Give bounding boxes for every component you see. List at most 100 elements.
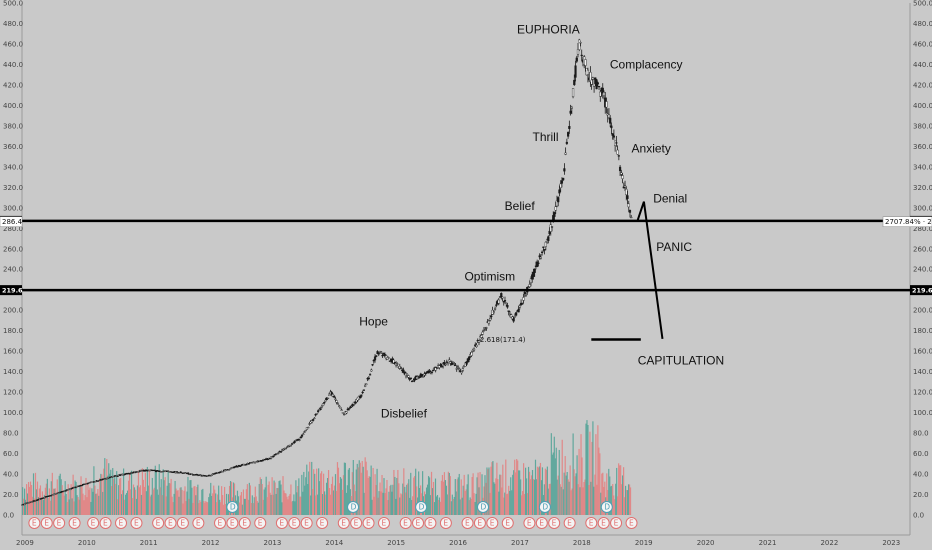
candle-body bbox=[524, 294, 528, 296]
x-tick-label: 2023 bbox=[882, 539, 900, 547]
candle-body bbox=[326, 397, 330, 400]
candle-body bbox=[438, 365, 441, 368]
candle-body bbox=[616, 149, 619, 155]
dividend-marker bbox=[477, 501, 490, 513]
y-tick-right: 40.0 bbox=[913, 471, 929, 479]
candle-body bbox=[618, 166, 622, 172]
earnings-marker bbox=[53, 517, 66, 529]
candle-body bbox=[605, 101, 608, 108]
earnings-letter: E bbox=[382, 519, 387, 528]
dividend-marker bbox=[347, 501, 360, 513]
dividend-letter: D bbox=[542, 503, 548, 512]
earnings-letter: E bbox=[614, 519, 619, 528]
y-tick-right: 160.0 bbox=[913, 348, 932, 356]
candle-body bbox=[627, 203, 630, 208]
x-tick-label: 2020 bbox=[697, 539, 715, 547]
candle-body bbox=[506, 305, 509, 308]
y-tick-left: 320.0 bbox=[3, 184, 23, 192]
x-tick-label: 2019 bbox=[635, 539, 653, 547]
candle-body bbox=[542, 246, 545, 248]
earnings-marker bbox=[412, 517, 425, 529]
y-tick-left: 340.0 bbox=[3, 163, 23, 171]
y-tick-right: 280.0 bbox=[913, 225, 932, 233]
candle-body bbox=[319, 408, 322, 410]
dividend-letter: D bbox=[481, 503, 487, 512]
candle-body bbox=[424, 372, 427, 374]
y-tick-right: 360.0 bbox=[913, 143, 932, 151]
earnings-marker bbox=[501, 517, 514, 529]
candle-body bbox=[175, 471, 179, 473]
candle-body bbox=[461, 368, 465, 371]
earnings-marker bbox=[461, 517, 474, 529]
dividend-letter: D bbox=[230, 503, 236, 512]
earnings-letter: E bbox=[354, 519, 359, 528]
candle-body bbox=[116, 475, 119, 477]
candle-body bbox=[611, 133, 614, 136]
candle-body bbox=[284, 447, 288, 450]
candle-body bbox=[465, 361, 468, 365]
earnings-marker bbox=[192, 517, 205, 529]
annotation-optimism: Optimism bbox=[464, 270, 515, 284]
candle-body bbox=[317, 410, 320, 412]
candle-body bbox=[345, 411, 348, 414]
candle-body bbox=[392, 359, 395, 364]
x-tick-label: 2010 bbox=[78, 539, 96, 547]
candle-body bbox=[240, 464, 243, 467]
earnings-letter: E bbox=[156, 519, 161, 528]
candle-body bbox=[339, 407, 342, 409]
earnings-marker bbox=[337, 517, 350, 529]
y-tick-left: 40.0 bbox=[3, 471, 19, 479]
candle-body bbox=[432, 369, 435, 372]
candle-body bbox=[590, 79, 593, 85]
candle-body bbox=[580, 54, 583, 57]
dividend-marker bbox=[226, 501, 239, 513]
candle-body bbox=[407, 375, 410, 378]
candle-body bbox=[448, 359, 451, 362]
candle-body bbox=[313, 417, 316, 420]
candle-body bbox=[229, 468, 232, 470]
candle-body bbox=[500, 293, 503, 298]
y-tick-left: 480.0 bbox=[3, 20, 23, 28]
candle-body bbox=[361, 391, 364, 394]
candle-body bbox=[453, 363, 456, 365]
candle-body bbox=[272, 455, 275, 458]
candle-body bbox=[321, 403, 325, 406]
candle-body bbox=[300, 434, 304, 437]
earnings-letter: E bbox=[103, 519, 108, 528]
candle-body bbox=[460, 371, 463, 374]
candle-body bbox=[607, 114, 611, 118]
candle-body bbox=[412, 380, 415, 382]
y-tick-right: 20.0 bbox=[913, 491, 929, 499]
candle-body bbox=[330, 392, 333, 395]
candle-body bbox=[599, 91, 602, 97]
annotation-hope: Hope bbox=[359, 315, 388, 329]
x-tick-label: 2013 bbox=[264, 539, 282, 547]
candle-body bbox=[501, 296, 504, 299]
candle-body bbox=[402, 369, 405, 373]
candle-body bbox=[472, 348, 476, 351]
candle-body bbox=[480, 335, 483, 339]
candle-body bbox=[528, 284, 531, 287]
candle-body bbox=[589, 72, 592, 83]
earnings-letter: E bbox=[443, 519, 448, 528]
candle-body bbox=[69, 488, 72, 491]
annotation-thrill: Thrill bbox=[533, 130, 559, 144]
earnings-letter: E bbox=[567, 519, 572, 528]
dividend-letter: D bbox=[351, 503, 357, 512]
y-tick-left: 360.0 bbox=[3, 143, 23, 151]
y-tick-right: 500.0 bbox=[913, 0, 932, 8]
candle-body bbox=[487, 320, 490, 324]
candle-body bbox=[497, 299, 500, 304]
price-marker-left: 286.4 bbox=[2, 218, 23, 226]
candle-body bbox=[515, 312, 518, 316]
earnings-marker bbox=[548, 517, 561, 529]
earnings-letter: E bbox=[258, 519, 263, 528]
candle-body bbox=[199, 474, 202, 476]
candle-body bbox=[289, 445, 292, 447]
candle-body bbox=[315, 413, 318, 415]
earnings-marker bbox=[226, 517, 239, 529]
annotation-complacency: Complacency bbox=[610, 58, 683, 72]
